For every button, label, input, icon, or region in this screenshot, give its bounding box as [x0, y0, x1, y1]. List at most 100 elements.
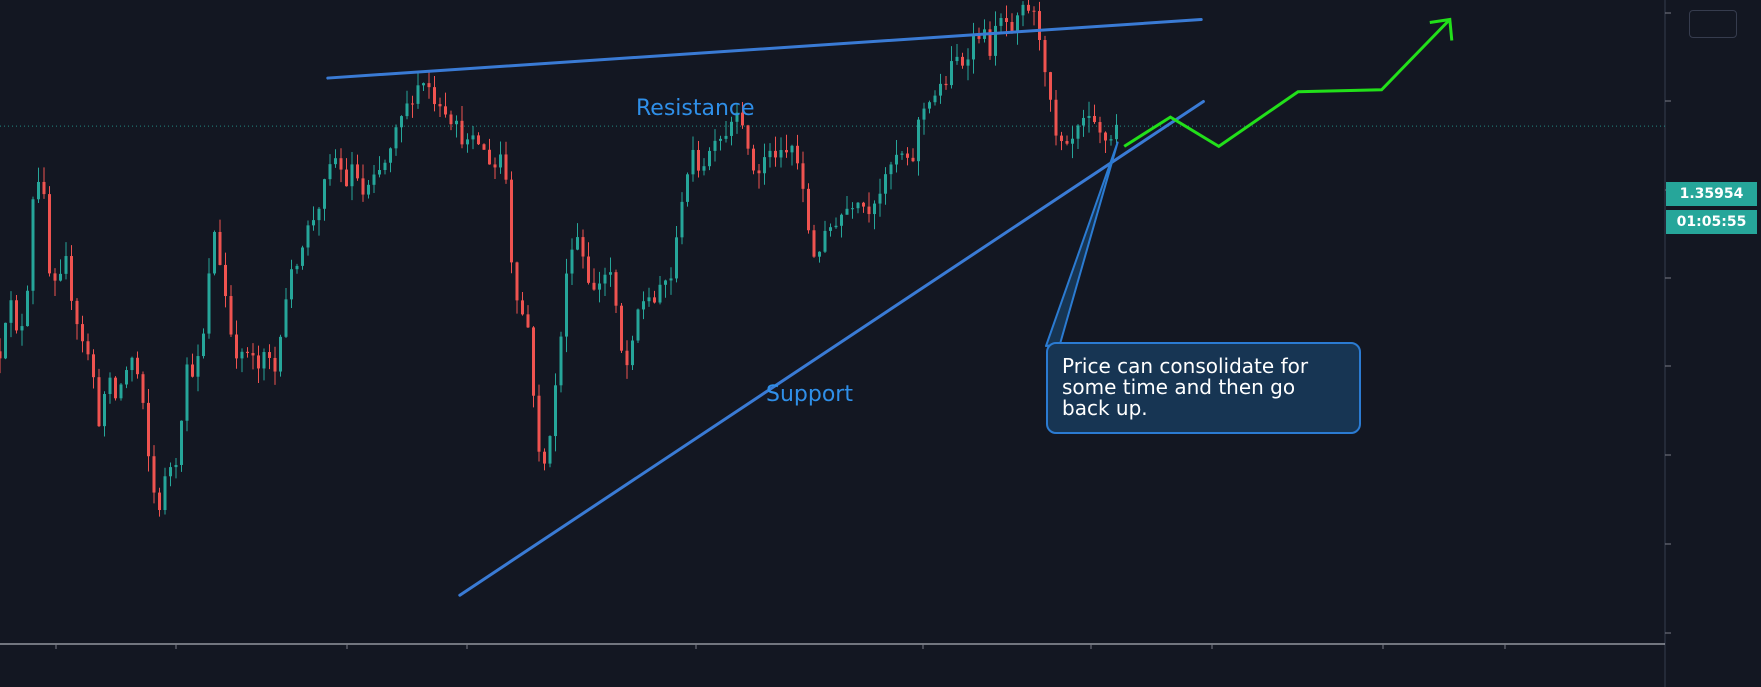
- callout-annotation[interactable]: Price can consolidate for some time and …: [1046, 342, 1361, 434]
- candle-body: [779, 150, 783, 158]
- candle-body: [570, 249, 574, 274]
- candle-body: [444, 106, 447, 115]
- candle: [411, 95, 414, 118]
- candle: [592, 268, 596, 291]
- candle: [466, 133, 469, 153]
- candle-body: [895, 154, 898, 165]
- candle-body: [169, 467, 172, 477]
- candle-body: [526, 314, 530, 328]
- candle-body: [873, 203, 876, 215]
- candle-body: [207, 273, 211, 334]
- candle-body: [856, 202, 860, 209]
- candle-body: [180, 420, 183, 465]
- candle: [169, 462, 172, 487]
- candle-body: [185, 364, 189, 421]
- candle-body: [532, 327, 535, 396]
- candle-body: [229, 296, 233, 335]
- candle-body: [339, 158, 343, 170]
- candle-body: [1032, 10, 1036, 12]
- candle: [273, 346, 277, 385]
- candle: [141, 371, 145, 410]
- candle-body: [114, 377, 117, 399]
- candle-body: [59, 273, 62, 281]
- candle-body: [840, 214, 843, 226]
- candle: [444, 92, 447, 118]
- candle: [636, 308, 640, 343]
- candle: [625, 340, 629, 379]
- candle: [103, 391, 106, 437]
- candle-body: [603, 274, 607, 284]
- candle-body: [537, 395, 541, 452]
- candle: [372, 165, 376, 193]
- candle: [477, 132, 480, 146]
- candle: [471, 125, 475, 150]
- candle: [81, 315, 84, 353]
- candle-body: [97, 377, 101, 427]
- candle-body: [75, 300, 79, 325]
- candle: [1032, 6, 1036, 26]
- candle-body: [724, 135, 728, 139]
- candle: [339, 148, 343, 183]
- candle: [999, 13, 1003, 33]
- candle-countdown-badge: 01:05:55: [1666, 210, 1757, 234]
- candle-body: [774, 150, 777, 158]
- candle-body: [499, 154, 502, 168]
- candle-body: [400, 116, 403, 128]
- candle-body: [136, 357, 139, 375]
- candle-body: [394, 127, 398, 149]
- candle-body: [31, 199, 35, 291]
- candle: [246, 347, 249, 358]
- candle-body: [323, 179, 326, 209]
- candle: [202, 328, 205, 359]
- candle-body: [878, 193, 882, 204]
- candle: [895, 140, 898, 173]
- candle-body: [559, 336, 563, 386]
- projection-arrowhead: [1429, 17, 1454, 41]
- candle: [323, 178, 326, 221]
- candle-body: [592, 282, 596, 290]
- candle: [405, 90, 409, 120]
- candle-body: [70, 256, 73, 301]
- candle: [361, 164, 365, 202]
- candle: [735, 103, 739, 134]
- candle-body: [988, 29, 992, 56]
- candle: [955, 44, 959, 65]
- candle-body: [235, 334, 238, 359]
- candle-body: [609, 272, 612, 275]
- candle-body: [719, 138, 722, 141]
- candle-body: [906, 153, 909, 158]
- corner-settings-button[interactable]: [1689, 10, 1737, 38]
- candle-body: [174, 464, 178, 468]
- candle-body: [862, 202, 865, 207]
- candle: [356, 154, 359, 181]
- candle-body: [515, 262, 519, 301]
- candle-body: [1054, 99, 1058, 136]
- candle: [631, 335, 634, 371]
- candle-body: [317, 208, 321, 221]
- candle-body: [389, 148, 392, 163]
- candle: [125, 366, 128, 389]
- candle: [570, 238, 574, 285]
- candle-body: [0, 351, 2, 359]
- candle: [845, 195, 849, 215]
- candle-body: [26, 290, 29, 327]
- candle: [818, 251, 821, 263]
- resistance-label: Resistance: [636, 96, 755, 121]
- candle: [697, 141, 700, 178]
- candle-body: [449, 114, 453, 125]
- candle: [851, 202, 854, 219]
- candle: [26, 285, 29, 327]
- candle-body: [20, 326, 24, 331]
- candle: [664, 279, 667, 298]
- candle-body: [1005, 18, 1008, 22]
- candle-body: [801, 163, 805, 189]
- candle: [224, 252, 227, 308]
- candle: [213, 230, 216, 276]
- candle-body: [790, 145, 794, 153]
- candle: [983, 19, 986, 43]
- candle: [455, 115, 458, 138]
- candle-body: [1016, 15, 1019, 32]
- candle-body: [1071, 138, 1074, 144]
- candle-body: [961, 56, 964, 66]
